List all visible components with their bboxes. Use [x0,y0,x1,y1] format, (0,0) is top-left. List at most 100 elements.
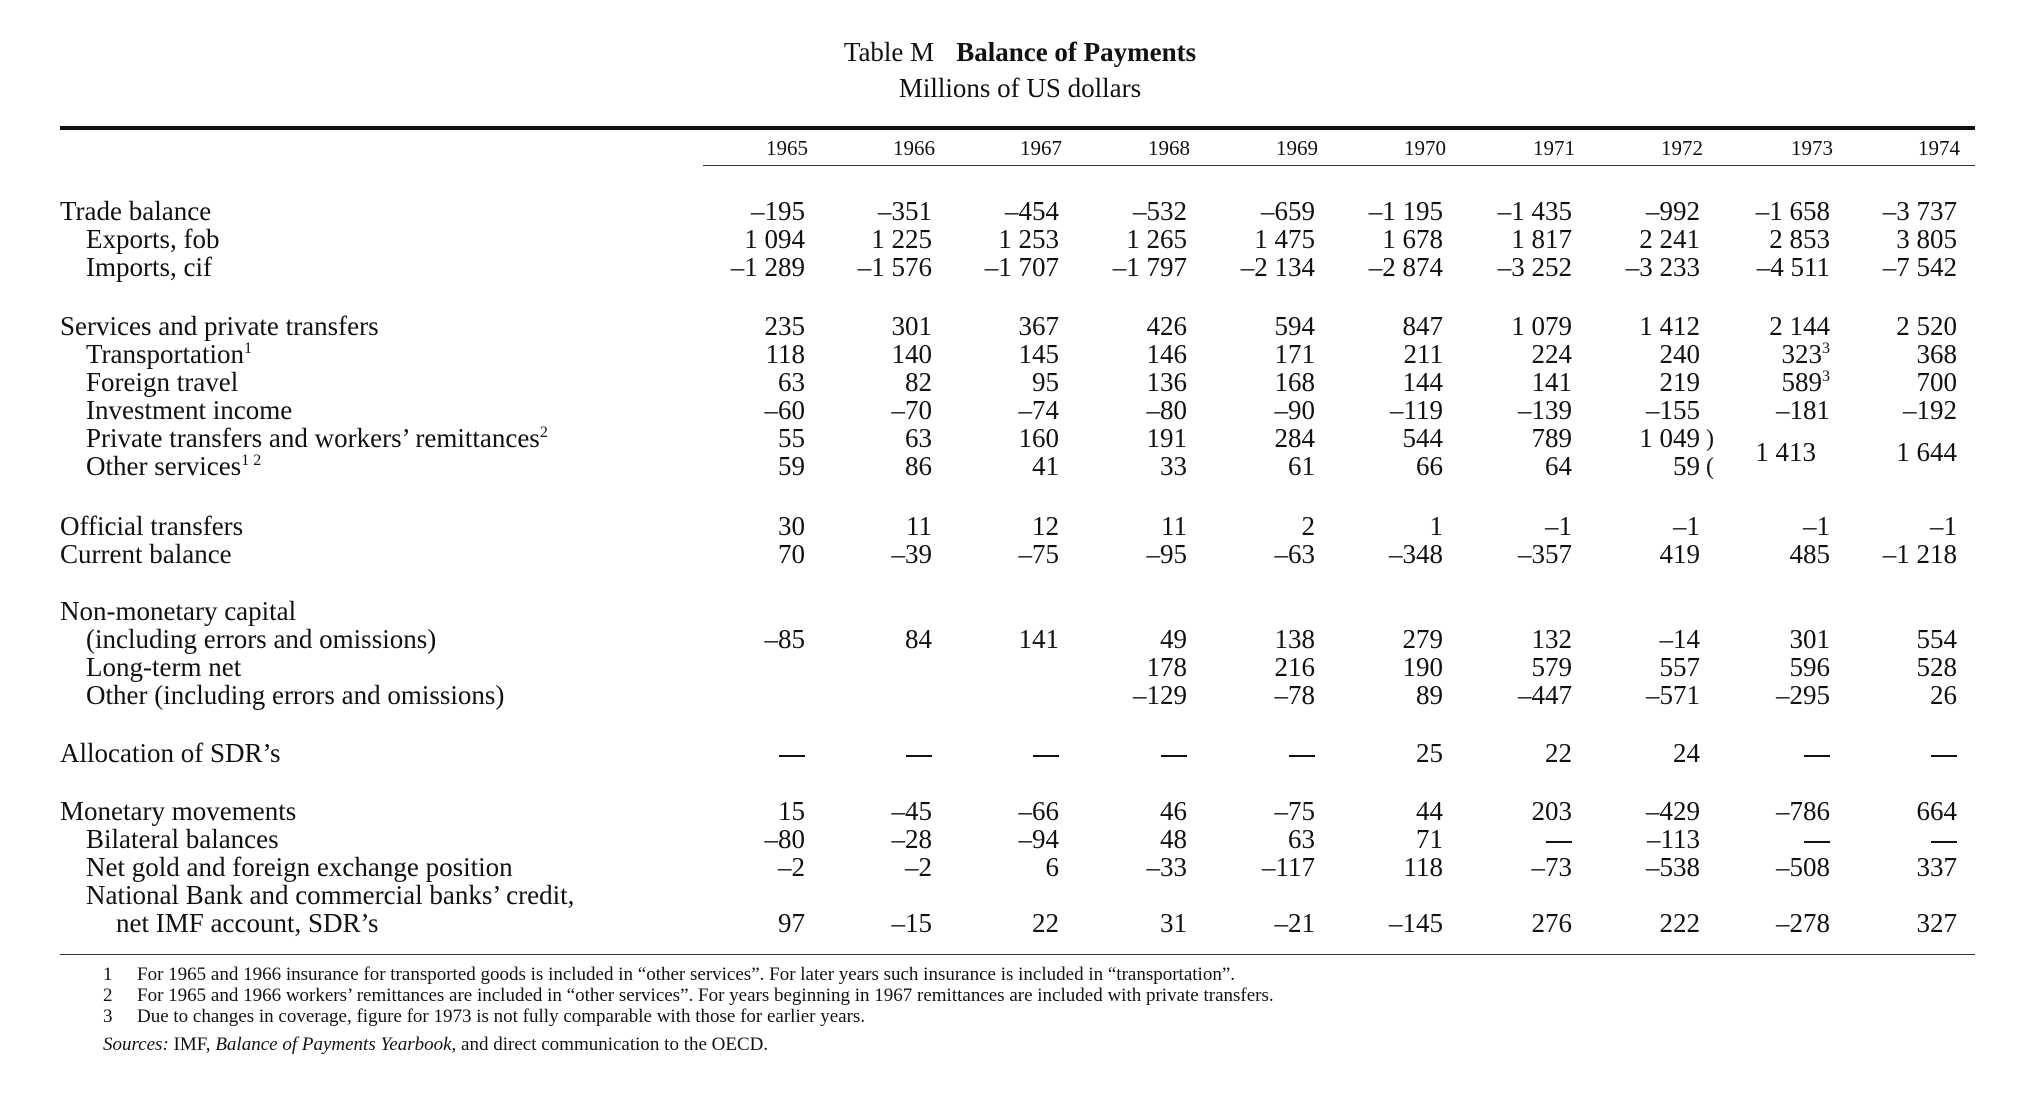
table-cell: –66 [909,796,1060,826]
table-cell: 419 [1550,539,1701,569]
cell-value: –90 [1274,395,1316,425]
table-cell: 141 [1422,367,1573,397]
table-cell [1422,824,1572,854]
cell-value: 95 [1032,367,1059,397]
table-cell: –60 [655,395,806,425]
cell-value: –192 [1903,395,1957,425]
table-cell: –357 [1422,539,1572,569]
cell-value: 368 [1916,339,1958,369]
sources-label: Sources: [103,1034,169,1055]
cell-value: 589 [1781,367,1823,397]
year-header: 1972 [1661,136,1703,160]
cell-value: 44 [1416,796,1443,826]
cell-value: 144 [1402,367,1444,397]
cell-value: 59 [778,451,805,481]
cell-value: –80 [1146,395,1188,425]
cell-value: –2 [905,852,932,882]
table-cell: 59 [655,451,805,481]
cell-value: 211 [1403,339,1444,369]
cell-value: –3 233 [1625,252,1700,282]
table-cell: 216 [1165,652,1316,682]
table-cell: –45 [782,796,933,826]
table-title: Table M Balance of Payments [0,34,2018,70]
cell-value: 30 [778,511,805,541]
cell-value: 41 [1032,451,1059,481]
cell-value: 26 [1930,680,1957,710]
row-label-text: National Bank and commercial banks’ cred… [86,880,575,910]
cell-value: –1 195 [1368,196,1443,226]
row-label: Imports, cif [86,252,212,282]
table-cell: 224 [1422,339,1573,369]
cell-value: 15 [778,796,805,826]
row-label: Net gold and foreign exchange position [86,852,513,882]
year-header: 1969 [1276,136,1318,160]
cell-value: –63 [1274,539,1316,569]
table-cell: 41 [909,451,1059,481]
table-cell: –192 [1807,395,1957,425]
table-cell: 219 [1550,367,1701,397]
row-label-text: Monetary movements [60,796,297,826]
table-cell [1807,738,1957,768]
cell-value: 118 [765,339,806,369]
table-cell: 1 094 [655,224,805,254]
year-header: 1974 [1918,136,1960,160]
cell-value: 22 [1545,738,1572,768]
footnote-3: 3 Due to changes in coverage, figure for … [103,1006,865,1028]
row-label-text: Non-monetary capital [60,596,297,626]
cell-value: 24 [1673,738,1700,768]
cell-value: 191 [1146,423,1188,453]
table-cell: –39 [782,539,933,569]
dash-mark [1931,754,1957,757]
footnote-text: Due to changes in coverage, figure for 1… [137,1006,866,1027]
table-cell: –2 134 [1165,252,1315,282]
cell-value: 327 [1916,908,1958,938]
table-cell: 2 520 [1807,311,1957,341]
table-cell: 279 [1293,624,1444,654]
cell-value: 1 079 [1511,311,1572,341]
header-rule [703,165,1975,166]
cell-value: 6 [1045,852,1060,882]
brace-top: ) [1706,426,1714,452]
cell-value: 301 [891,311,933,341]
table-cell: –532 [1037,196,1187,226]
table-cell: –195 [655,196,805,226]
cell-value: 12 [1032,511,1059,541]
cell-value: –1 [1545,511,1572,541]
table-cell: 6 [909,852,1060,882]
cell-value: –33 [1146,852,1188,882]
cell-value: 1 253 [998,224,1059,254]
table-cell: 49 [1037,624,1187,654]
table-cell: 141 [909,624,1060,654]
cell-value: 61 [1288,451,1315,481]
row-label: Monetary movements [60,796,296,826]
cell-value: 544 [1402,423,1444,453]
table-cell: –74 [909,395,1060,425]
cell-value: –45 [891,796,933,826]
table-cell: –181 [1680,395,1830,425]
cell-value: 63 [1288,824,1315,854]
cell-value: –454 [1005,196,1059,226]
row-label-text: Bilateral balances [86,824,279,854]
table-cell: 284 [1165,423,1316,453]
cell-value: 136 [1146,367,1188,397]
cell-value: –2 [778,852,805,882]
cell-value: 1 225 [871,224,932,254]
cell-value: 55 [778,423,805,453]
table-cell: –348 [1293,539,1443,569]
cell-value: –117 [1262,852,1315,882]
table-cell: –2 [782,852,932,882]
cell-value: –60 [764,395,806,425]
table-cell: –508 [1680,852,1830,882]
row-label: Bilateral balances [86,824,279,854]
year-header: 1966 [893,136,935,160]
table-cell: –1 576 [782,252,932,282]
cell-value: –78 [1274,680,1316,710]
row-label-text: Other (including errors and omissions) [86,680,505,710]
cell-value: –1 289 [730,252,805,282]
table-header: Table M Balance of Payments Millions of U… [0,34,2018,106]
footnote-marker: 2 [539,424,548,441]
table-cell: –63 [1165,539,1316,569]
table-cell: 12 [909,511,1059,541]
table-cell: –429 [1550,796,1700,826]
cell-value: 216 [1274,652,1316,682]
